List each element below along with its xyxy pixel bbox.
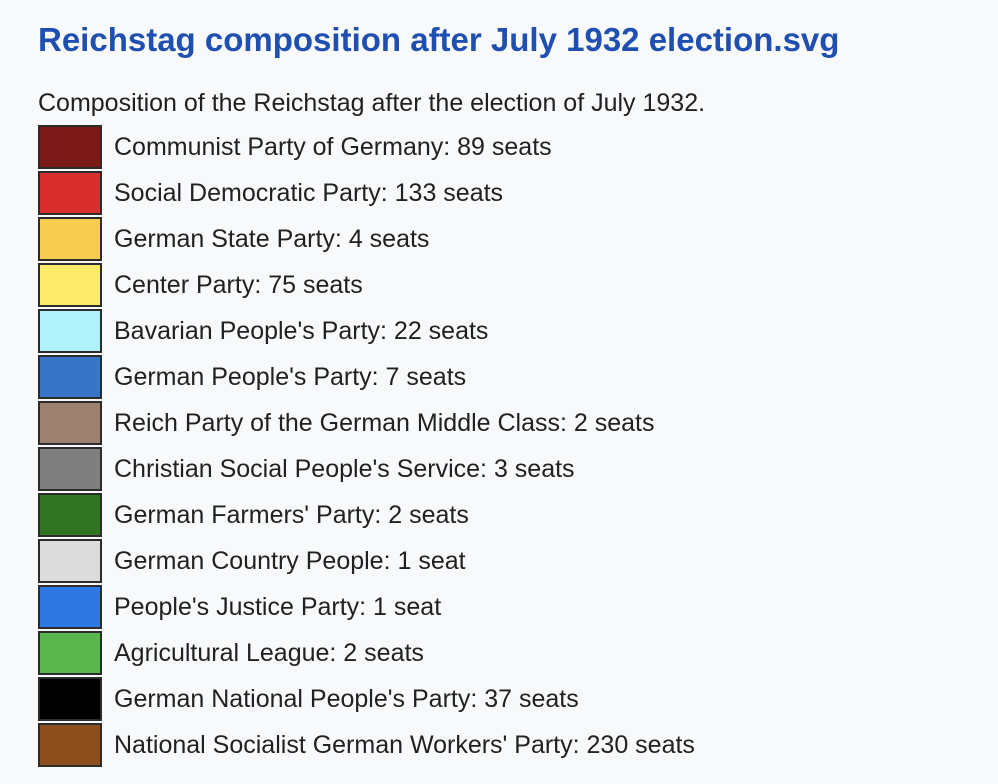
legend-item: German State Party: 4 seats bbox=[38, 216, 695, 262]
legend-item: Social Democratic Party: 133 seats bbox=[38, 170, 695, 216]
legend-item: Center Party: 75 seats bbox=[38, 262, 695, 308]
legend-label: Social Democratic Party: 133 seats bbox=[114, 179, 504, 207]
color-swatch bbox=[38, 677, 102, 721]
legend-item: Agricultural League: 2 seats bbox=[38, 630, 695, 676]
legend-item: Communist Party of Germany: 89 seats bbox=[38, 124, 695, 170]
file-title-link[interactable]: Reichstag composition after July 1932 el… bbox=[38, 21, 840, 58]
color-swatch bbox=[38, 631, 102, 675]
legend-item: German Farmers' Party: 2 seats bbox=[38, 492, 695, 538]
color-swatch bbox=[38, 447, 102, 491]
legend-item: People's Justice Party: 1 seat bbox=[38, 584, 695, 630]
legend-label: Reich Party of the German Middle Class: … bbox=[114, 409, 655, 437]
party-legend: Communist Party of Germany: 89 seats Soci… bbox=[38, 124, 695, 768]
legend-label: German Farmers' Party: 2 seats bbox=[114, 501, 469, 529]
legend-item: German Country People: 1 seat bbox=[38, 538, 695, 584]
legend-item: National Socialist German Workers' Party… bbox=[38, 722, 695, 768]
legend-item: German National People's Party: 37 seats bbox=[38, 676, 695, 722]
legend-item: Reich Party of the German Middle Class: … bbox=[38, 400, 695, 446]
legend-label: People's Justice Party: 1 seat bbox=[114, 593, 442, 621]
legend-label: Center Party: 75 seats bbox=[114, 271, 363, 299]
legend-item: Bavarian People's Party: 22 seats bbox=[38, 308, 695, 354]
color-swatch bbox=[38, 125, 102, 169]
color-swatch bbox=[38, 585, 102, 629]
color-swatch bbox=[38, 539, 102, 583]
color-swatch bbox=[38, 401, 102, 445]
legend-label: German Country People: 1 seat bbox=[114, 547, 466, 575]
legend-label: German National People's Party: 37 seats bbox=[114, 685, 579, 713]
legend-item: German People's Party: 7 seats bbox=[38, 354, 695, 400]
legend-label: German People's Party: 7 seats bbox=[114, 363, 467, 391]
color-swatch bbox=[38, 723, 102, 767]
legend-label: Communist Party of Germany: 89 seats bbox=[114, 133, 552, 161]
color-swatch bbox=[38, 263, 102, 307]
legend-item: Christian Social People's Service: 3 sea… bbox=[38, 446, 695, 492]
color-swatch bbox=[38, 217, 102, 261]
color-swatch bbox=[38, 493, 102, 537]
color-swatch bbox=[38, 309, 102, 353]
legend-label: Christian Social People's Service: 3 sea… bbox=[114, 455, 575, 483]
legend-label: German State Party: 4 seats bbox=[114, 225, 430, 253]
image-caption: Composition of the Reichstag after the e… bbox=[38, 89, 706, 117]
color-swatch bbox=[38, 355, 102, 399]
legend-label: National Socialist German Workers' Party… bbox=[114, 731, 695, 759]
legend-label: Agricultural League: 2 seats bbox=[114, 639, 424, 667]
color-swatch bbox=[38, 171, 102, 215]
legend-label: Bavarian People's Party: 22 seats bbox=[114, 317, 489, 345]
